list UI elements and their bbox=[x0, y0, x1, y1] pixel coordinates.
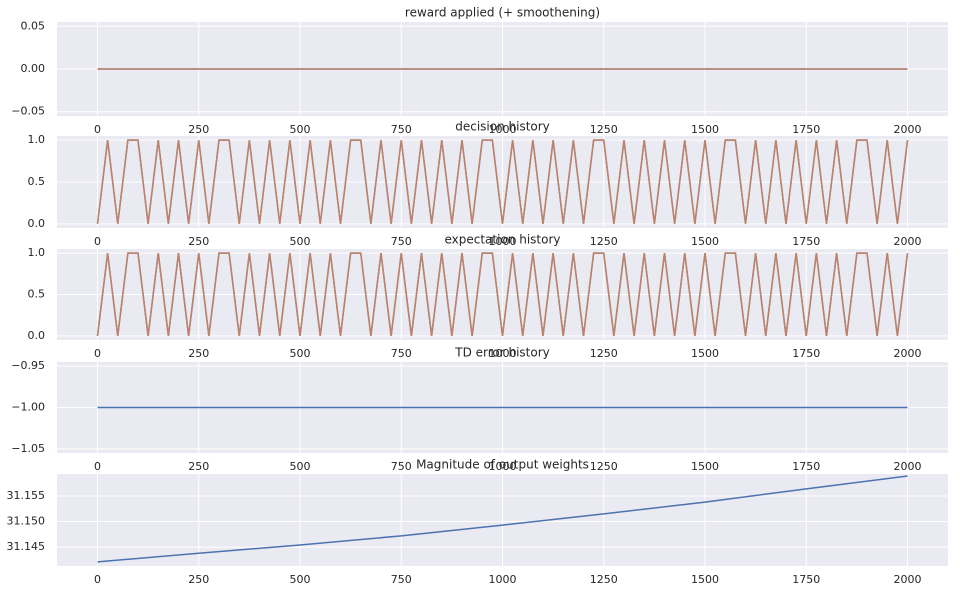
x-tick-label: 750 bbox=[391, 123, 412, 136]
x-tick-label: 1750 bbox=[792, 123, 820, 136]
x-tick-label: 500 bbox=[290, 123, 311, 136]
x-tick-label: 1500 bbox=[691, 123, 719, 136]
x-tick-label: 500 bbox=[290, 460, 311, 473]
y-tick-label: 31.150 bbox=[7, 515, 46, 528]
x-tick-label: 1500 bbox=[691, 460, 719, 473]
x-tick-label: 250 bbox=[188, 347, 209, 360]
x-tick-label: 1250 bbox=[590, 235, 618, 248]
y-tick-label: 0.0 bbox=[28, 329, 46, 342]
x-tick-label: 250 bbox=[188, 235, 209, 248]
x-tick-label: 0 bbox=[94, 347, 101, 360]
x-tick-label: 750 bbox=[391, 235, 412, 248]
x-tick-label: 1250 bbox=[590, 123, 618, 136]
x-tick-label: 1250 bbox=[590, 573, 618, 586]
x-tick-label: 250 bbox=[188, 460, 209, 473]
y-tick-label: 0.5 bbox=[28, 175, 46, 188]
x-tick-label: 250 bbox=[188, 573, 209, 586]
y-tick-label: −0.05 bbox=[11, 105, 45, 118]
line bbox=[97, 475, 908, 563]
x-tick-label: 1750 bbox=[792, 347, 820, 360]
x-tick-label: 1000 bbox=[489, 347, 517, 360]
x-tick-label: 2000 bbox=[894, 347, 922, 360]
y-tick-label: 0.05 bbox=[21, 19, 46, 32]
x-tick-label: 1000 bbox=[489, 235, 517, 248]
x-tick-label: 1750 bbox=[792, 573, 820, 586]
x-tick-label: 500 bbox=[290, 573, 311, 586]
x-tick-label: 500 bbox=[290, 235, 311, 248]
x-tick-label: 1500 bbox=[691, 347, 719, 360]
x-tick-label: 2000 bbox=[894, 235, 922, 248]
line bbox=[96, 139, 909, 224]
x-tick-label: 500 bbox=[290, 347, 311, 360]
y-tick-label: −0.95 bbox=[11, 359, 45, 372]
y-tick-label: 0.5 bbox=[28, 288, 46, 301]
x-tick-label: 1250 bbox=[590, 347, 618, 360]
x-tick-label: 750 bbox=[391, 460, 412, 473]
x-tick-label: 1500 bbox=[691, 235, 719, 248]
y-tick-label: −1.05 bbox=[11, 442, 45, 455]
x-tick-label: 750 bbox=[391, 347, 412, 360]
x-tick-label: 2000 bbox=[894, 123, 922, 136]
chart-title: decision history bbox=[455, 120, 550, 134]
x-tick-label: 1000 bbox=[489, 573, 517, 586]
y-tick-label: 0.00 bbox=[21, 62, 46, 75]
x-tick-label: 2000 bbox=[894, 573, 922, 586]
x-tick-label: 1250 bbox=[590, 460, 618, 473]
chart-title: Magnitude of output weights bbox=[416, 458, 589, 472]
chart-title: TD error history bbox=[454, 346, 550, 360]
x-tick-label: 250 bbox=[188, 123, 209, 136]
y-tick-label: 1.0 bbox=[28, 246, 46, 259]
y-tick-label: 31.155 bbox=[7, 489, 46, 502]
x-tick-label: 1750 bbox=[792, 235, 820, 248]
line bbox=[96, 252, 909, 336]
x-tick-label: 0 bbox=[94, 123, 101, 136]
x-tick-label: 0 bbox=[94, 573, 101, 586]
x-tick-label: 0 bbox=[94, 235, 101, 248]
x-tick-label: 1750 bbox=[792, 460, 820, 473]
chart-title: expectation history bbox=[444, 233, 560, 247]
x-tick-label: 0 bbox=[94, 460, 101, 473]
y-tick-label: 31.145 bbox=[7, 540, 46, 553]
x-tick-label: 1000 bbox=[489, 123, 517, 136]
x-tick-label: 750 bbox=[391, 573, 412, 586]
y-tick-label: 0.0 bbox=[28, 217, 46, 230]
y-tick-label: 1.0 bbox=[28, 133, 46, 146]
x-tick-label: 2000 bbox=[894, 460, 922, 473]
x-tick-label: 1000 bbox=[489, 460, 517, 473]
x-tick-label: 1500 bbox=[691, 573, 719, 586]
chart-title: reward applied (+ smoothening) bbox=[405, 6, 600, 20]
y-tick-label: −1.00 bbox=[11, 401, 45, 414]
